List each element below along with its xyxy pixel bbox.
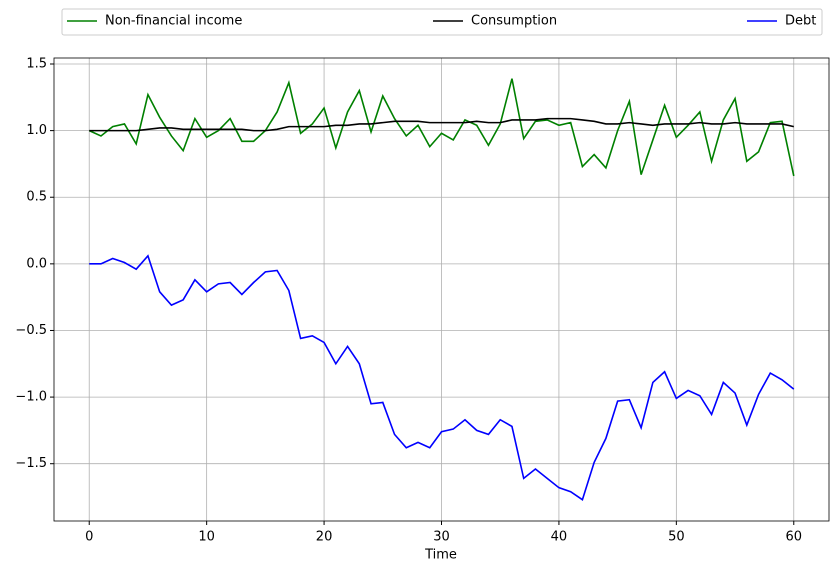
y-tick-label: 1.0 — [26, 123, 47, 138]
x-tick-label: 30 — [433, 530, 450, 545]
legend-label: Consumption — [471, 14, 557, 29]
x-tick-label: 50 — [668, 530, 685, 545]
legend-label: Debt — [785, 14, 816, 29]
series-line — [88, 78, 795, 177]
y-tick-label: −1.5 — [15, 456, 47, 471]
x-tick-label: 20 — [316, 530, 333, 545]
y-tick-label: 1.5 — [26, 56, 47, 71]
series-line — [89, 254, 795, 501]
plot-frame — [53, 57, 830, 522]
y-tick-label: 0.5 — [26, 190, 47, 205]
x-tick-label: 40 — [551, 530, 568, 545]
y-tick-label: 0.0 — [26, 256, 47, 271]
series-line — [89, 117, 794, 132]
x-axis-label: Time — [424, 548, 457, 563]
x-tick-label: 0 — [85, 530, 93, 545]
y-tick-label: −0.5 — [15, 323, 47, 338]
legend-label: Non-financial income — [105, 14, 242, 29]
y-tick-label: −1.0 — [15, 390, 47, 405]
x-tick-label: 60 — [785, 530, 802, 545]
x-tick-label: 10 — [198, 530, 215, 545]
legend-box — [61, 8, 823, 36]
